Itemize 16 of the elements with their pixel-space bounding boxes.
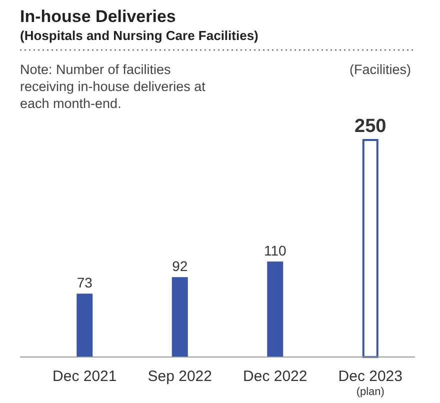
bar (76, 294, 93, 357)
x-tick-label: Dec 2021 (52, 368, 117, 385)
bar (172, 277, 188, 357)
bar (362, 139, 378, 358)
chart-title: In-house Deliveries (20, 7, 176, 26)
data-label: 110 (264, 242, 286, 259)
data-label: 250 (354, 116, 386, 137)
x-tick-label: Dec 2022 (243, 368, 308, 385)
y-axis-title: (Facilities) (349, 62, 411, 77)
x-tick-label: Dec 2023 (plan) (338, 368, 402, 398)
text: Note: Number of facilities receiving in-house deliveries at each month-end. (20, 62, 206, 111)
chart-subtitle: (Hospitals and Nursing Care Facilities) (20, 28, 258, 43)
data-label: 92 (172, 258, 188, 274)
x-tick-label: Sep 2022 (148, 368, 212, 385)
data-label: 73 (76, 274, 93, 291)
bar (267, 262, 284, 357)
